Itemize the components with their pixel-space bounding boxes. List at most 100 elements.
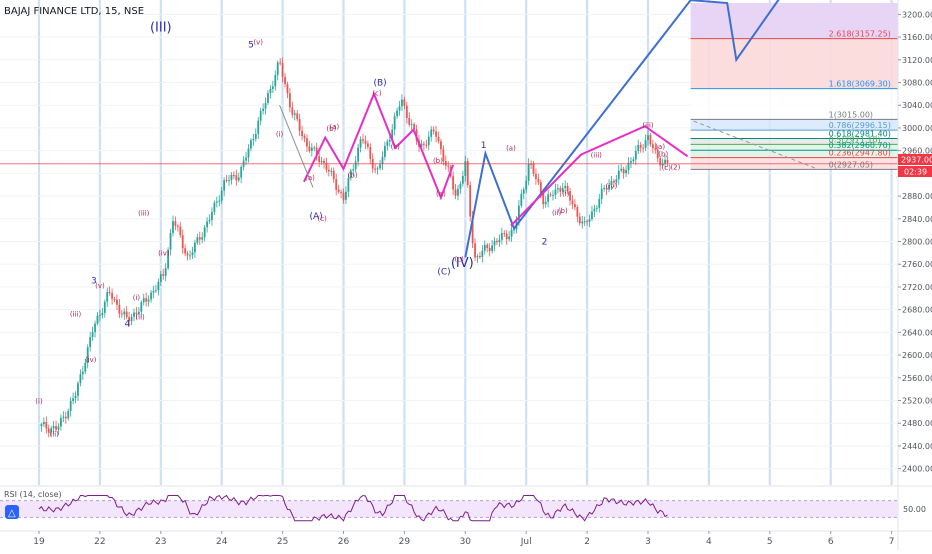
wave-drawings[interactable] [279,0,801,258]
wave-label: (A) [310,212,323,222]
candle-body [186,253,189,256]
candle-body [194,242,196,253]
candle-body [225,180,228,182]
candle-body [293,113,296,115]
wave-label: (iii) [642,121,654,129]
candle-body [91,332,94,338]
candle-body [520,193,523,206]
time-tick-label: 7 [889,537,895,547]
time-tick-label: 30 [460,537,472,547]
candle-body [247,148,250,158]
candle-body [422,143,425,145]
rsi-pane[interactable] [0,485,932,522]
candle-body [211,211,213,221]
rsi-legend[interactable]: RSI (14, close) △ 50.00 [4,490,926,519]
candle-body [420,143,423,147]
candle-body [564,185,567,189]
price-tick-label: 3200.00 [902,10,932,19]
candle-body [401,99,403,107]
price-axis[interactable]: 3200.00 3160.00 3120.00 3080.00 3040.00 3000.… [897,0,932,550]
fib-level-label: 1.618(3069.30) [829,80,891,89]
candle-body [120,313,123,315]
wave-label: (III) [150,20,172,35]
candle-body [181,235,184,249]
fibonacci-extension[interactable]: 2.618(3157.25) 1.618(3069.30) 1(3015.00) 0.… [690,3,898,170]
candle-body [172,221,174,233]
candle-body [323,160,325,163]
candle-body [232,174,235,176]
price-tick-label: 2840.00 [902,215,932,224]
time-tick-label: 6 [828,537,834,547]
candle-body [435,131,437,137]
candle-body [586,221,588,223]
candle-body [576,207,579,217]
candle-body [40,424,43,427]
candle-body [410,124,413,126]
candle-body [437,136,440,142]
fib-level-label: 0(2927.05) [829,160,873,169]
candle-body [574,204,576,208]
time-axis[interactable]: 1922232425262930Jul23456789 [0,530,932,547]
blue-wave-projection[interactable] [464,0,800,258]
candle-body [152,290,155,293]
candle-body [566,185,569,192]
candle-body [505,233,508,240]
candle-body [254,134,257,139]
candle-body [627,162,630,171]
candle-body [374,168,377,170]
fib-trend-line[interactable] [693,120,819,170]
rsi-label: RSI (14, close) [4,490,62,499]
candle-body [340,191,342,193]
candle-body [632,159,635,161]
candle-body [469,184,472,217]
wave-label: (c) [372,90,382,98]
candle-body [583,221,586,223]
price-tick-label: 2560.00 [902,374,932,383]
wave-label: (i) [276,130,284,138]
candle-body [598,199,601,208]
candle-body [542,192,545,205]
wave-label: (C) [437,267,450,277]
candle-body [157,281,160,291]
candle-body [352,169,355,171]
candle-body [391,129,394,141]
candle-body [500,233,503,240]
wave-label: (iv) [606,183,618,191]
candle-body [588,219,591,222]
candle-body [281,63,284,78]
candle-body [488,248,491,252]
candle-body [522,189,525,194]
candle-body [612,180,615,183]
candle-body [84,362,87,372]
candle-body [510,229,513,237]
candle-body [315,147,318,157]
candle-body [262,108,265,111]
candle-body [376,168,379,170]
candle-body [135,312,138,315]
candle-body [169,232,172,250]
candle-body [617,170,620,180]
candle-body [298,119,301,131]
candle-body [267,93,269,103]
candle-body [42,422,45,425]
candle-body [252,138,255,141]
candle-body [96,315,99,324]
candle-body [74,395,77,399]
candle-body [471,216,474,244]
wave-label: (b) [658,150,668,158]
candle-body [108,291,111,293]
indicator-logo-icon[interactable] [5,505,19,519]
rsi-axis-value: 50.00 [903,505,926,514]
candle-body [666,159,669,163]
candle-body [610,180,613,185]
candle-body [301,130,303,137]
fib-zone [690,88,898,120]
wave-label: (ii) [552,209,562,217]
magenta-wave-path[interactable] [510,125,689,227]
magenta-wave-path[interactable] [303,91,455,201]
gray-wave-line[interactable] [279,105,314,188]
candle-body [552,194,554,196]
candle-body [218,200,221,202]
